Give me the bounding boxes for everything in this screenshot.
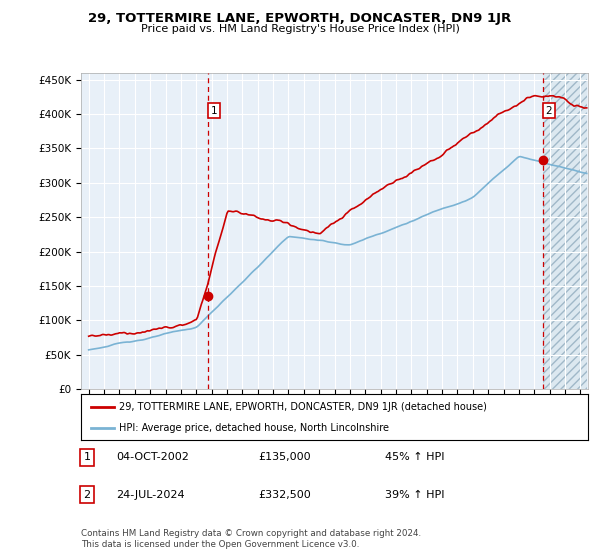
Text: 2: 2: [546, 106, 553, 116]
Text: 2: 2: [83, 490, 91, 500]
Text: 1: 1: [211, 106, 217, 116]
Text: Contains HM Land Registry data © Crown copyright and database right 2024.
This d: Contains HM Land Registry data © Crown c…: [81, 529, 421, 549]
Text: HPI: Average price, detached house, North Lincolnshire: HPI: Average price, detached house, Nort…: [119, 423, 389, 433]
Text: 39% ↑ HPI: 39% ↑ HPI: [385, 490, 445, 500]
Text: £135,000: £135,000: [259, 452, 311, 462]
Text: 29, TOTTERMIRE LANE, EPWORTH, DONCASTER, DN9 1JR: 29, TOTTERMIRE LANE, EPWORTH, DONCASTER,…: [88, 12, 512, 25]
Text: 29, TOTTERMIRE LANE, EPWORTH, DONCASTER, DN9 1JR (detached house): 29, TOTTERMIRE LANE, EPWORTH, DONCASTER,…: [119, 402, 487, 412]
Text: 24-JUL-2024: 24-JUL-2024: [116, 490, 185, 500]
Text: £332,500: £332,500: [259, 490, 311, 500]
Text: 04-OCT-2002: 04-OCT-2002: [116, 452, 190, 462]
Text: 45% ↑ HPI: 45% ↑ HPI: [385, 452, 445, 462]
Text: Price paid vs. HM Land Registry's House Price Index (HPI): Price paid vs. HM Land Registry's House …: [140, 24, 460, 34]
Text: 1: 1: [83, 452, 91, 462]
